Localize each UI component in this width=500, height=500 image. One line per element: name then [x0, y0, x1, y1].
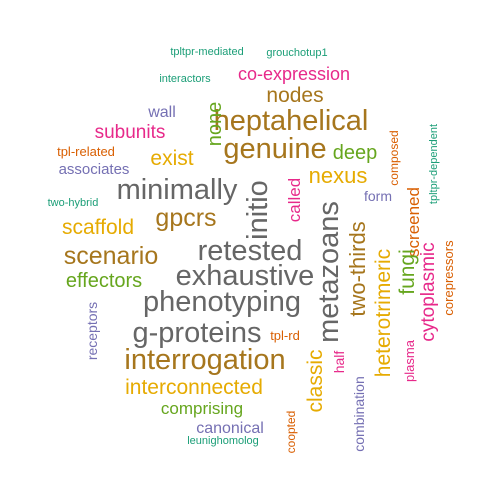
word: two-hybrid — [48, 197, 99, 209]
word: retested — [198, 235, 303, 267]
word: interactors — [159, 73, 211, 85]
word: receptors — [84, 302, 100, 360]
word: wall — [147, 104, 176, 121]
word: associates — [59, 161, 130, 178]
word: interrogation — [124, 344, 285, 376]
word: corepressors — [441, 240, 456, 316]
word: leunighomolog — [187, 435, 259, 447]
word: scaffold — [62, 216, 134, 239]
word: heterotrimeric — [372, 249, 395, 377]
word: effectors — [66, 270, 142, 292]
word: genuine — [223, 133, 326, 165]
word: none — [204, 102, 226, 147]
word: gpcrs — [155, 204, 216, 232]
word: comprising — [161, 399, 243, 418]
word: exhaustive — [176, 260, 315, 292]
word: metazoans — [313, 201, 345, 343]
word: half — [331, 351, 347, 374]
word: two-thirds — [345, 221, 370, 316]
word: phenotyping — [143, 286, 301, 318]
word: co-expression — [238, 64, 350, 84]
word: scenario — [64, 242, 159, 270]
word: tpltpr-mediated — [170, 46, 243, 58]
word: interconnected — [125, 376, 263, 399]
word: classic — [304, 349, 327, 412]
word: heptahelical — [214, 105, 369, 137]
word: tpltpr-dependent — [428, 124, 440, 204]
word: form — [364, 188, 392, 204]
word: coopted — [284, 411, 298, 454]
word: tpl-rd — [270, 328, 300, 343]
word: tpl-related — [57, 144, 115, 159]
word: screened — [404, 187, 423, 257]
word: g-proteins — [133, 317, 262, 349]
word: deep — [333, 142, 378, 164]
word: grouchotup1 — [266, 47, 327, 59]
word: canonical — [196, 420, 264, 437]
word: exist — [150, 147, 193, 170]
word: nodes — [266, 84, 323, 107]
word: cytoplasmic — [418, 242, 439, 341]
word: initio — [242, 180, 274, 240]
word: called — [285, 178, 304, 222]
word: composed — [387, 130, 401, 185]
word: fungi — [396, 249, 419, 295]
word: minimally — [117, 174, 238, 206]
word: subunits — [95, 122, 166, 143]
word: nexus — [309, 163, 368, 188]
word: plasma — [402, 339, 417, 382]
word: combination — [351, 376, 367, 452]
